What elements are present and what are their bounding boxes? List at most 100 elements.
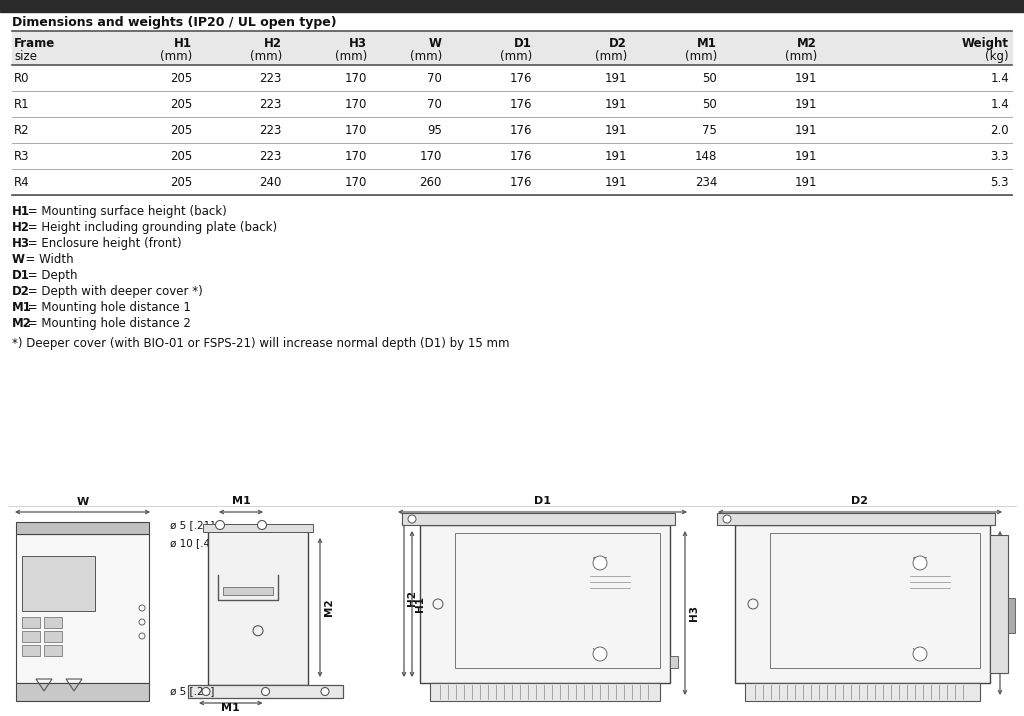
Text: R2: R2 xyxy=(14,123,30,137)
Text: VAR: VAR xyxy=(593,648,607,654)
Circle shape xyxy=(257,521,266,530)
Text: (mm): (mm) xyxy=(595,50,627,63)
Circle shape xyxy=(202,687,210,695)
Text: 5.3: 5.3 xyxy=(990,175,1009,188)
Bar xyxy=(44,645,62,656)
Text: H3: H3 xyxy=(1004,605,1014,621)
Text: D1: D1 xyxy=(12,269,30,282)
Text: 176: 176 xyxy=(510,72,532,84)
Circle shape xyxy=(913,647,927,661)
Bar xyxy=(430,683,660,701)
Text: 50: 50 xyxy=(702,97,717,110)
Text: 1.4: 1.4 xyxy=(990,72,1009,84)
Text: 223: 223 xyxy=(260,123,282,137)
Text: ø 5 [.21]: ø 5 [.21] xyxy=(170,520,214,530)
Circle shape xyxy=(913,556,927,570)
Text: 170: 170 xyxy=(345,175,367,188)
Bar xyxy=(44,617,62,628)
Text: 170: 170 xyxy=(345,150,367,163)
Text: 176: 176 xyxy=(510,175,532,188)
Text: 191: 191 xyxy=(604,72,627,84)
Circle shape xyxy=(408,515,416,523)
Text: EMC: EMC xyxy=(912,557,928,563)
Text: 3.3: 3.3 xyxy=(990,150,1009,163)
Bar xyxy=(223,586,273,595)
Bar xyxy=(208,530,308,685)
Text: 205: 205 xyxy=(170,72,193,84)
Text: = Width: = Width xyxy=(18,253,74,266)
Text: = Depth with deeper cover *): = Depth with deeper cover *) xyxy=(25,285,203,298)
Text: M1: M1 xyxy=(221,703,240,713)
Text: *) Deeper cover (with BIO-01 or FSPS-21) will increase normal depth (D1) by 15 m: *) Deeper cover (with BIO-01 or FSPS-21)… xyxy=(12,337,510,350)
Text: 70: 70 xyxy=(427,72,442,84)
Text: ø 5 [.21]: ø 5 [.21] xyxy=(170,686,214,696)
Text: (mm): (mm) xyxy=(335,50,367,63)
Circle shape xyxy=(723,515,731,523)
Text: size: size xyxy=(14,50,37,63)
Bar xyxy=(22,645,40,656)
Text: 191: 191 xyxy=(795,97,817,110)
Text: M2: M2 xyxy=(12,317,32,330)
Text: (mm): (mm) xyxy=(160,50,193,63)
Bar xyxy=(717,513,995,525)
Bar xyxy=(455,533,660,668)
Bar xyxy=(22,631,40,642)
Bar xyxy=(16,534,150,683)
Text: 191: 191 xyxy=(604,150,627,163)
Bar xyxy=(0,0,1024,12)
Text: H3: H3 xyxy=(689,605,699,621)
Text: = Height including grounding plate (back): = Height including grounding plate (back… xyxy=(25,221,278,234)
Text: 176: 176 xyxy=(510,97,532,110)
Text: 2.0: 2.0 xyxy=(990,123,1009,137)
Text: H1: H1 xyxy=(12,205,30,218)
Text: (mm): (mm) xyxy=(784,50,817,63)
Text: (kg): (kg) xyxy=(985,50,1009,63)
Text: M1: M1 xyxy=(697,37,717,50)
Text: 176: 176 xyxy=(510,150,532,163)
Text: 191: 191 xyxy=(604,97,627,110)
Text: 260: 260 xyxy=(420,175,442,188)
Text: 170: 170 xyxy=(345,72,367,84)
Text: 191: 191 xyxy=(795,175,817,188)
Bar xyxy=(16,522,150,534)
Text: ø 10 [.40]: ø 10 [.40] xyxy=(170,538,221,548)
Circle shape xyxy=(261,687,269,695)
Circle shape xyxy=(215,521,224,530)
Text: = Mounting surface height (back): = Mounting surface height (back) xyxy=(25,205,227,218)
Text: (mm): (mm) xyxy=(410,50,442,63)
Text: 176: 176 xyxy=(510,123,532,137)
Text: R4: R4 xyxy=(14,175,30,188)
Bar xyxy=(745,683,980,701)
Text: R3: R3 xyxy=(14,150,30,163)
Text: = Depth: = Depth xyxy=(25,269,78,282)
Bar xyxy=(16,683,150,701)
Text: 191: 191 xyxy=(604,175,627,188)
Text: D1: D1 xyxy=(534,496,551,506)
Text: 170: 170 xyxy=(345,123,367,137)
Text: H1: H1 xyxy=(174,37,193,50)
Text: R0: R0 xyxy=(14,72,30,84)
Text: 191: 191 xyxy=(795,150,817,163)
Text: Dimensions and weights (IP20 / UL open type): Dimensions and weights (IP20 / UL open t… xyxy=(12,16,337,29)
Text: 205: 205 xyxy=(170,123,193,137)
Text: 50: 50 xyxy=(702,72,717,84)
Bar xyxy=(44,631,62,642)
Text: = Mounting hole distance 2: = Mounting hole distance 2 xyxy=(25,317,191,330)
Text: 1.4: 1.4 xyxy=(990,97,1009,110)
Text: 75: 75 xyxy=(702,123,717,137)
Circle shape xyxy=(593,647,607,661)
Text: D1: D1 xyxy=(514,37,532,50)
Text: 95: 95 xyxy=(427,123,442,137)
Bar xyxy=(22,556,95,611)
Text: = Enclosure height (front): = Enclosure height (front) xyxy=(25,237,182,250)
Text: Frame: Frame xyxy=(14,37,55,50)
Text: H3: H3 xyxy=(349,37,367,50)
Text: 191: 191 xyxy=(795,72,817,84)
Bar xyxy=(188,685,343,698)
Text: (mm): (mm) xyxy=(500,50,532,63)
Text: VAR: VAR xyxy=(913,648,927,654)
Bar xyxy=(770,533,980,668)
Text: 170: 170 xyxy=(420,150,442,163)
Text: H3: H3 xyxy=(12,237,30,250)
Text: 223: 223 xyxy=(260,72,282,84)
